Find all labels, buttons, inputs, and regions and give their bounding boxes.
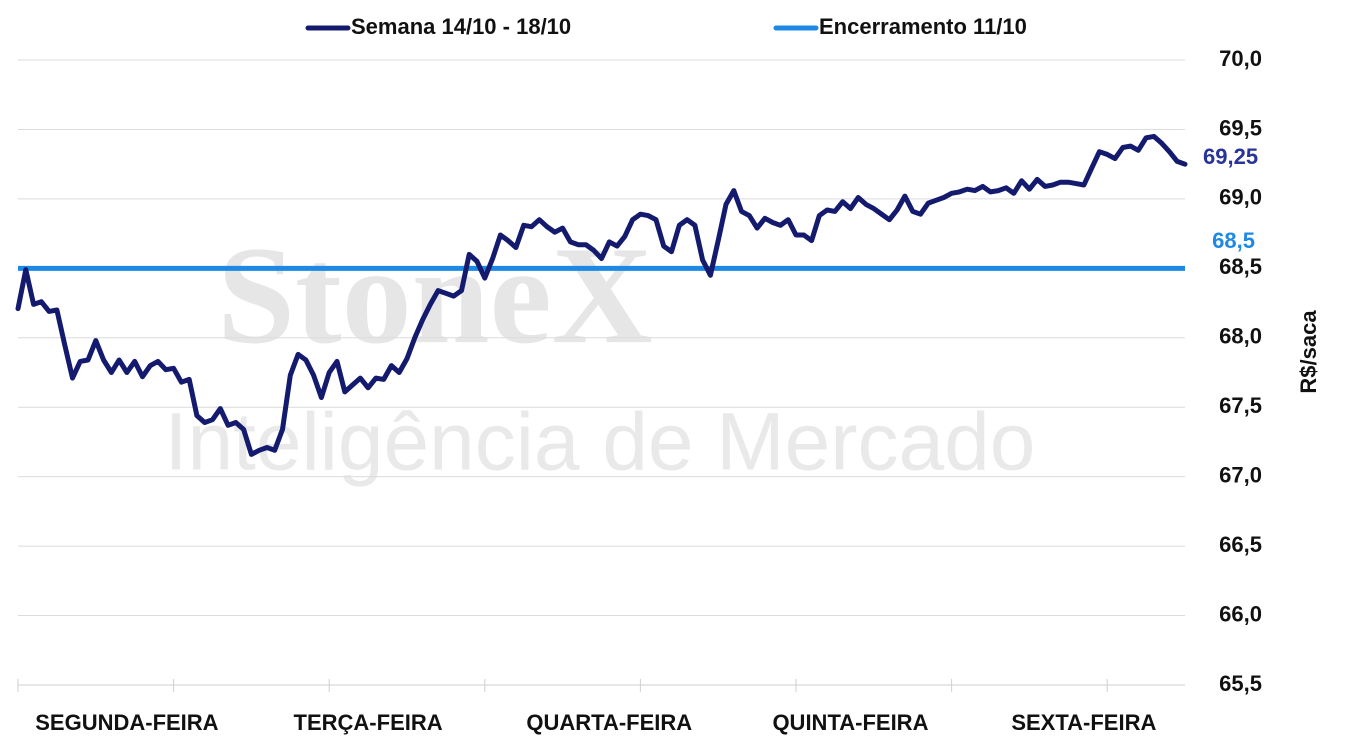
legend-label: Semana 14/10 - 18/10: [351, 14, 571, 39]
y-tick-label: 66,5: [1219, 532, 1262, 557]
x-tick-label: TERÇA-FEIRA: [294, 710, 443, 735]
x-tick-label: QUINTA-FEIRA: [772, 710, 928, 735]
y-tick-label: 68,0: [1219, 324, 1262, 349]
x-tick-label: SEGUNDA-FEIRA: [35, 710, 218, 735]
end-value-label: 69,25: [1203, 144, 1258, 169]
y-tick-label: 69,0: [1219, 185, 1262, 210]
legend-label: Encerramento 11/10: [819, 14, 1027, 39]
y-tick-label: 66,0: [1219, 601, 1262, 626]
y-tick-label: 68,5: [1219, 254, 1262, 279]
y-tick-label: 69,5: [1219, 115, 1262, 140]
line-series: [15, 133, 1188, 457]
y-tick-label: 70,0: [1219, 46, 1262, 71]
y-tick-label: 67,5: [1219, 393, 1262, 418]
reference-label: 68,5: [1212, 228, 1255, 253]
y-tick-label: 67,0: [1219, 462, 1262, 487]
watermark-text: Inteligência de Mercado: [165, 397, 1036, 488]
y-axis-label: R$/saca: [1296, 310, 1321, 394]
x-tick-label: SEXTA-FEIRA: [1011, 710, 1156, 735]
x-tick-label: QUARTA-FEIRA: [526, 710, 692, 735]
y-tick-label: 65,5: [1219, 671, 1262, 696]
